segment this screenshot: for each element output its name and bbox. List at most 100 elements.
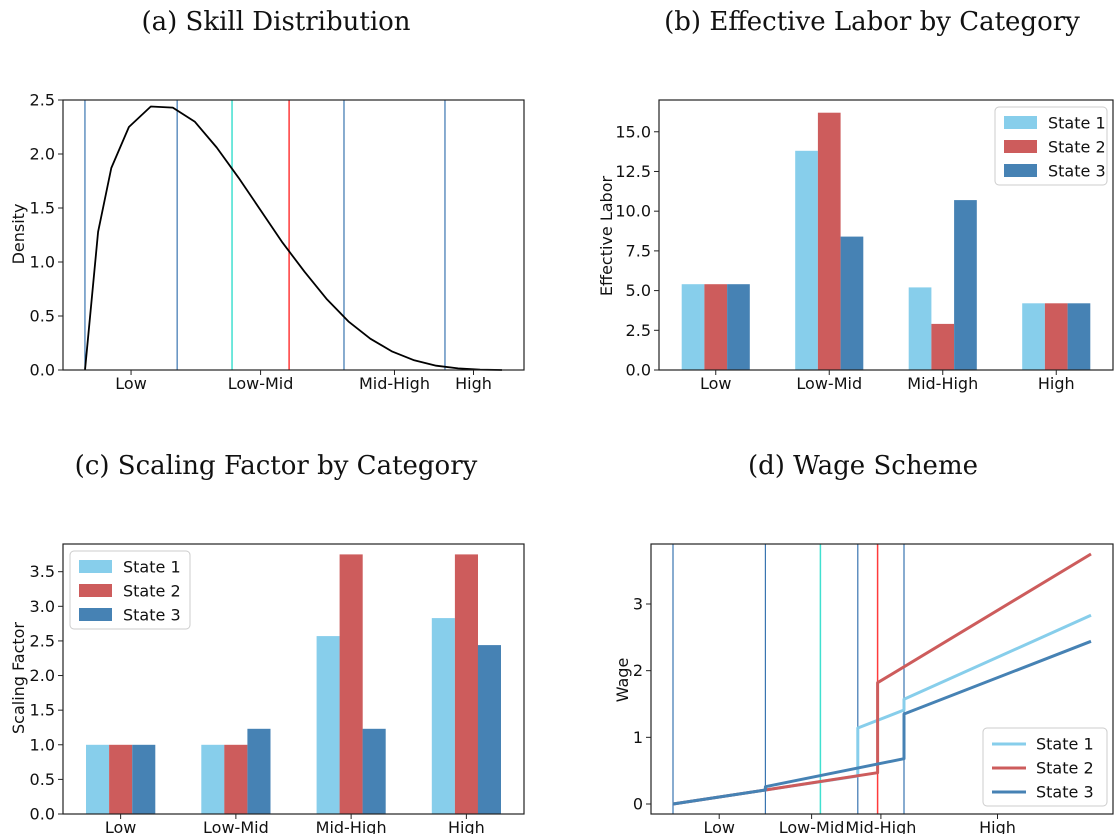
panel-c-legend-label: State 3: [123, 606, 181, 625]
panel-d-legend-box: [982, 727, 1108, 807]
panel-d-legend-label: State 3: [1036, 783, 1094, 802]
panel-b-xtick-label: Low: [700, 374, 732, 393]
panel-c-bar-state2: [339, 554, 363, 814]
panel-b-bar-state1: [795, 150, 818, 370]
panel-b-legend-swatch: [1004, 140, 1037, 153]
panel-b-plot-frame: [658, 99, 1114, 371]
panel-a-xtick-label: Low-Mid: [228, 374, 294, 393]
panel-c-ytick-label: 0.5: [30, 770, 55, 789]
panel-a-ytick-label: 1.0: [30, 253, 55, 272]
panel-b-bar-state3: [1067, 303, 1091, 370]
panel-b-bar-state2: [1044, 303, 1068, 370]
panel-a-ytick-label: 2.0: [30, 145, 55, 164]
panel-c-bar-state2: [454, 554, 478, 814]
panel-c-legend-swatch: [79, 608, 112, 621]
panel-d-xtick-label: High: [979, 818, 1016, 834]
panel-c-bar-state1: [86, 744, 110, 814]
panel-b-legend-label: State 1: [1048, 114, 1106, 133]
panel-c-ytick-label: 1.5: [30, 701, 55, 720]
panel-c-xtick-label: Mid-High: [316, 818, 387, 834]
panel-a-xtick-label: Low: [115, 374, 147, 393]
panel-d-line-state3: [672, 639, 1092, 806]
panel-b-effective-labor: 0.0 2.5 5.0 7.5 10.0 12.5 15.0 Low Low-Mid Mid-Hi…: [615, 99, 1114, 393]
panel-c-bar-state3: [247, 728, 271, 814]
panel-a-xtick-label: High: [455, 374, 492, 393]
panel-b-ytick-label: 10.0: [615, 202, 651, 221]
panel-b-ytick-label: 5.0: [626, 281, 651, 300]
panel-b-title: (b) Effective Labor by Category: [664, 7, 1080, 37]
panel-c-ytick-label: 2.5: [30, 631, 55, 650]
panel-d-ytick-label: 0: [633, 795, 643, 814]
panel-d-ylabel: Wage: [613, 658, 632, 703]
panel-c-bar-state1: [431, 618, 455, 814]
panel-c-ytick-label: 3.5: [30, 562, 55, 581]
panel-c-ylabel: Scaling Factor: [9, 622, 28, 734]
panel-d-ytick-label: 2: [633, 661, 643, 680]
panel-b-ytick-label: 15.0: [615, 122, 651, 141]
panel-d-plot-frame: [650, 543, 1114, 815]
panel-b-ytick-label: 0.0: [626, 361, 651, 380]
panel-c-bar-state1: [201, 744, 225, 814]
panel-a-ytick-label: 0.5: [30, 307, 55, 326]
panel-b-ytick-label: 7.5: [626, 241, 651, 260]
panel-b-bar-state3: [954, 200, 977, 370]
panel-c-legend-swatch: [79, 560, 112, 573]
panel-a-density-curve: [84, 105, 503, 371]
panel-c-xtick-label: Low: [105, 818, 137, 834]
panel-d-title: (d) Wage Scheme: [748, 451, 978, 481]
panel-b-ylabel: Effective Labor: [597, 176, 616, 297]
panel-b-ytick-label: 12.5: [615, 162, 651, 181]
panel-b-xtick-label: Mid-High: [907, 374, 978, 393]
panel-b-bar-state2: [817, 112, 841, 370]
panel-c-bar-state1: [316, 636, 340, 814]
panel-c-bar-state2: [224, 744, 248, 814]
panel-d-ytick-label: 1: [633, 728, 643, 747]
panel-b-legend-label: State 3: [1048, 162, 1106, 181]
panel-d-xtick-label: Low-Mid: [779, 818, 845, 834]
panel-c-xtick-label: High: [448, 818, 485, 834]
panel-b-bar-state2: [704, 284, 728, 370]
panel-a-xtick-label: Mid-High: [359, 374, 430, 393]
panel-a-ytick-label: 2.5: [30, 91, 55, 110]
panel-b-bar-state2: [931, 323, 955, 370]
panel-d-legend-label: State 2: [1036, 759, 1094, 778]
panel-d-xtick-label: Low: [703, 818, 735, 834]
panel-c-scaling-factor: 0.0 0.5 1.0 1.5 2.0 2.5 3.0 3.5 Low Low-Mid Mid-Hi…: [30, 543, 525, 834]
panel-c-bar-state3: [362, 728, 386, 814]
panel-b-legend-swatch: [1004, 116, 1037, 129]
panel-c-ytick-label: 3.0: [30, 597, 55, 616]
panel-b-bar-state3: [727, 284, 750, 370]
panel-c-plot-frame: [62, 543, 525, 815]
panel-c-legend-label: State 2: [123, 582, 181, 601]
panel-b-xtick-label: High: [1038, 374, 1075, 393]
panel-b-bar-state1: [681, 284, 705, 370]
panel-d-ytick-label: 3: [633, 595, 643, 614]
panel-d-xtick-label: Mid-High: [845, 818, 916, 834]
panel-c-bar-state3: [477, 645, 501, 814]
panel-b-legend-swatch: [1004, 164, 1037, 177]
panel-b-ytick-label: 2.5: [626, 321, 651, 340]
panel-a-ytick-label: 0.0: [30, 361, 55, 380]
panel-a-ytick-label: 1.5: [30, 199, 55, 218]
panel-a-title: (a) Skill Distribution: [141, 7, 410, 37]
panel-d-legend-label: State 1: [1036, 735, 1094, 754]
panel-b-xtick-label: Low-Mid: [796, 374, 862, 393]
panel-c-title: (c) Scaling Factor by Category: [75, 451, 478, 481]
panel-d-wage-scheme: 0 1 2 3 Low Low-Mid Mid-High High State 1 State 2…: [633, 543, 1114, 834]
panel-c-ytick-label: 1.0: [30, 735, 55, 754]
panel-c-bar-state3: [132, 744, 156, 814]
panel-b-legend-label: State 2: [1048, 138, 1106, 157]
panel-c-ytick-label: 2.0: [30, 666, 55, 685]
panel-c-xtick-label: Low-Mid: [203, 818, 269, 834]
panel-c-legend-label: State 1: [123, 558, 181, 577]
panel-c-bar-state2: [109, 744, 133, 814]
panel-a-ylabel: Density: [9, 204, 28, 265]
panel-b-bar-state3: [840, 236, 864, 370]
panel-a-plot-frame: [62, 99, 525, 371]
panel-b-bar-state1: [1022, 303, 1045, 370]
panel-a-skill-distribution: 0.0 0.5 1.0 1.5 2.0 2.5 Low Low-Mid Mid-High High: [30, 91, 525, 393]
panel-c-ytick-label: 0.0: [30, 805, 55, 824]
panel-c-legend-swatch: [79, 584, 112, 597]
panel-b-bar-state1: [908, 287, 932, 370]
